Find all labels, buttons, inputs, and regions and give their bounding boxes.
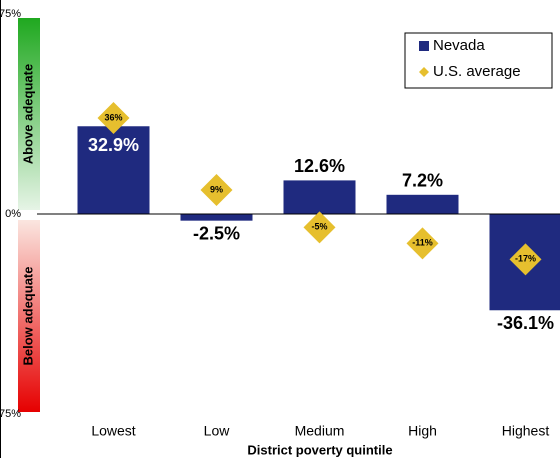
legend-swatch (419, 67, 429, 77)
bar-value-label: -2.5% (193, 223, 240, 243)
legend-box (404, 32, 553, 89)
x-tick-label: High (408, 423, 437, 439)
y-tick-label: 0% (5, 208, 21, 220)
diamond-marker (97, 102, 130, 134)
bar (77, 126, 150, 214)
bar-value-label: 12.6% (294, 156, 345, 176)
bar-value-label: 7.2% (402, 171, 443, 191)
legend-label: U.S. average (433, 63, 521, 80)
legend-swatch (419, 41, 429, 51)
bar (283, 180, 356, 214)
x-tick-label: Low (204, 423, 231, 439)
above-label: Above adequate (20, 64, 35, 164)
bar (386, 194, 459, 214)
x-tick-label: Highest (502, 423, 550, 439)
marker-value-label: -17% (515, 254, 536, 264)
marker-value-label: -5% (311, 222, 327, 232)
diamond-marker (509, 243, 542, 276)
below-label: Below adequate (20, 267, 35, 366)
above-band (18, 18, 40, 210)
diamond-marker (200, 174, 233, 206)
x-axis-title: District poverty quintile (247, 442, 392, 457)
diamond-marker (303, 211, 336, 244)
legend-label: Nevada (433, 37, 485, 54)
diamond-marker (406, 227, 439, 260)
bar-value-label: 32.9% (88, 135, 139, 155)
y-tick-label: -75% (0, 408, 21, 420)
below-band (18, 220, 40, 412)
marker-value-label: 36% (104, 112, 122, 122)
x-tick-label: Lowest (91, 423, 135, 439)
marker-value-label: 9% (210, 184, 223, 194)
legend: Nevada U.S. average (404, 32, 553, 89)
bar-value-label: -36.1% (497, 313, 554, 333)
x-tick-label: Medium (295, 423, 345, 439)
marker-value-label: -11% (412, 238, 433, 248)
bar (180, 214, 253, 221)
y-tick-label: 75% (0, 8, 21, 20)
